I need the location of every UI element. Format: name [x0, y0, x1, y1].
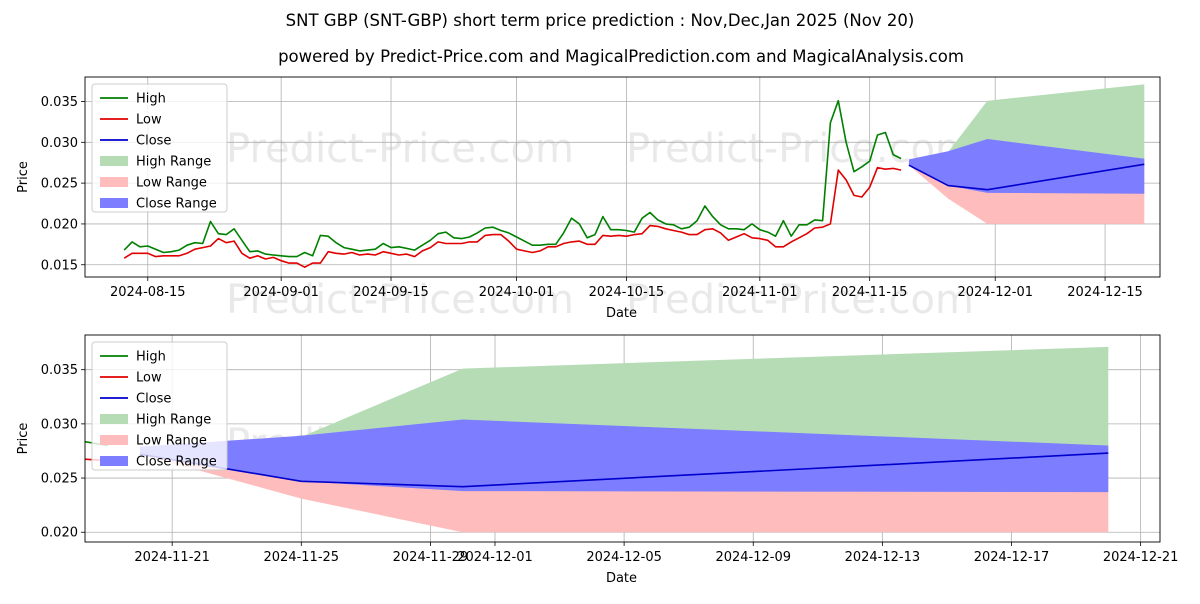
bottom-x-tick-label: 2024-12-13	[845, 550, 921, 565]
top-legend-label-high-range: High Range	[136, 155, 211, 170]
top-y-tick-label: 0.015	[41, 258, 78, 273]
bottom-legend-label-low-range: Low Range	[136, 434, 207, 449]
chart-subtitle: powered by Predict-Price.com and Magical…	[278, 47, 964, 66]
top-x-axis-label: Date	[606, 306, 637, 321]
bottom-legend-swatch-high-range	[100, 414, 128, 424]
bottom-legend-swatch-close-range	[100, 456, 128, 466]
top-close-range-band	[908, 139, 1145, 194]
bottom-x-tick-label: 2024-12-17	[974, 550, 1050, 565]
top-watermark-lower-right: Predict-Price.com	[626, 277, 974, 323]
top-x-tick-label: 2024-09-01	[243, 285, 319, 300]
bottom-x-tick-label: 2024-11-29	[393, 550, 469, 565]
top-legend-label-close-range: Close Range	[136, 197, 217, 212]
top-legend-label-low-range: Low Range	[136, 176, 207, 191]
bottom-x-tick-label: 2024-12-21	[1103, 550, 1179, 565]
top-y-tick-label: 0.030	[41, 136, 78, 151]
top-watermark-left: Predict-Price.com	[226, 126, 574, 172]
bottom-x-tick-label: 2024-11-25	[264, 550, 340, 565]
top-y-tick-label: 0.025	[41, 177, 78, 192]
bottom-x-tick-label: 2024-12-09	[715, 550, 791, 565]
top-x-tick-label: 2024-08-15	[110, 285, 186, 300]
top-watermark-group: Predict-Price.com Predict-Price.com	[226, 126, 974, 172]
bottom-legend: High Low Close High Range Low Range Close Ran…	[91, 341, 228, 471]
top-x-tick-label: 2024-11-01	[722, 285, 798, 300]
bottom-x-tick-label: 2024-11-21	[134, 550, 210, 565]
top-high-series-line	[123, 99, 902, 258]
bottom-y-tick-label: 0.020	[41, 526, 78, 541]
top-legend: High Low Close High Range Low Range Close Ran…	[91, 83, 228, 213]
bottom-x-tick-label: 2024-12-05	[586, 550, 662, 565]
bottom-legend-label-high-range: High Range	[136, 413, 211, 428]
bottom-plot-frame	[84, 334, 1161, 543]
bottom-x-tick-label: 2024-12-01	[457, 550, 533, 565]
bottom-y-tick-label: 0.030	[41, 417, 78, 432]
top-close-series-line	[908, 163, 1145, 191]
top-legend-label-low: Low	[136, 113, 162, 128]
bottom-chart-panel: Predict-Price.comPredict-Price.com2024-1…	[16, 334, 1179, 586]
bottom-legend-label-low: Low	[136, 371, 162, 386]
top-legend-swatch-close-range	[100, 198, 128, 208]
top-x-tick-label: 2024-09-15	[353, 285, 429, 300]
top-x-tick-label: 2024-11-15	[832, 285, 908, 300]
top-low-series-line	[123, 166, 902, 269]
top-watermark-lower-left: Predict-Price.com	[226, 277, 574, 323]
bottom-close-range-band	[139, 419, 1109, 493]
bottom-legend-swatch-low-range	[100, 435, 128, 445]
top-y-tick-label: 0.035	[41, 95, 78, 110]
bottom-legend-label-close: Close	[136, 392, 171, 407]
top-chart-panel: Predict-Price.com Predict-Price.comPredic…	[16, 76, 1161, 323]
bottom-x-axis-label: Date	[606, 571, 637, 586]
top-x-tick-label: 2024-10-01	[479, 285, 555, 300]
bottom-y-axis-label: Price	[16, 423, 31, 455]
top-legend-label-close: Close	[136, 134, 171, 149]
top-y-axis-label: Price	[16, 161, 31, 193]
top-legend-label-high: High	[136, 92, 166, 107]
chart-title: SNT GBP (SNT-GBP) short term price predi…	[286, 11, 915, 30]
top-plot-frame	[84, 76, 1161, 278]
bottom-legend-label-close-range: Close Range	[136, 455, 217, 470]
bottom-plot-area	[85, 346, 1109, 533]
top-legend-swatch-low-range	[100, 177, 128, 187]
bottom-y-tick-label: 0.025	[41, 472, 78, 487]
bottom-y-tick-label: 0.035	[41, 363, 78, 378]
top-x-tick-label: 2024-12-15	[1067, 285, 1143, 300]
top-x-tick-label: 2024-10-15	[589, 285, 665, 300]
top-plot-area	[123, 84, 1145, 269]
bottom-legend-label-high: High	[136, 350, 166, 365]
top-legend-swatch-high-range	[100, 156, 128, 166]
top-y-tick-label: 0.020	[41, 217, 78, 232]
top-x-tick-label: 2024-12-01	[957, 285, 1033, 300]
